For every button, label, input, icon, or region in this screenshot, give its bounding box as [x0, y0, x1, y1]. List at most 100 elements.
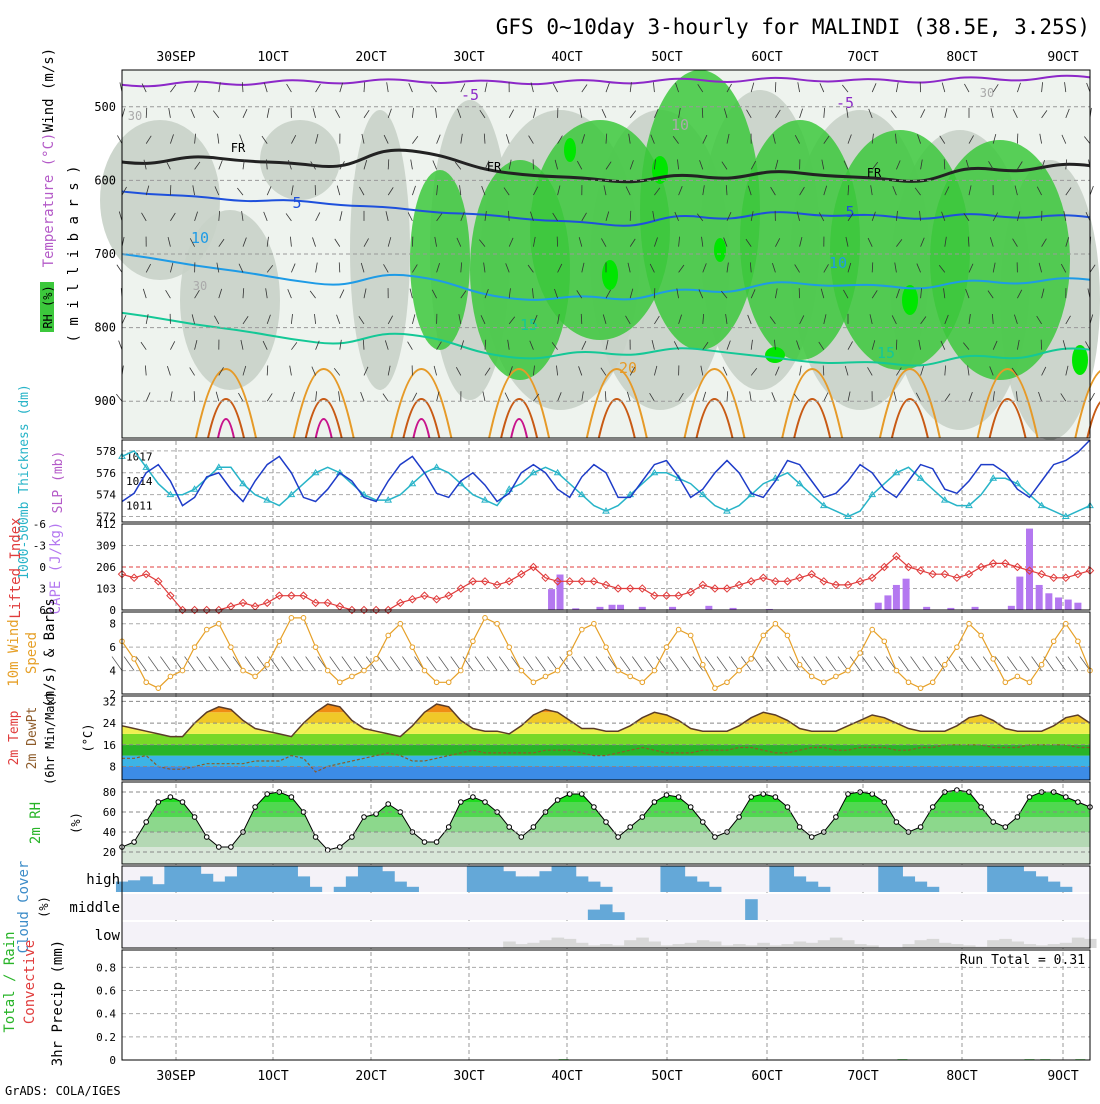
cloud-bar: [794, 876, 807, 892]
rh-marker: [664, 793, 669, 798]
rh-bright-region: [564, 138, 576, 162]
cloud-bar: [515, 876, 528, 892]
wind10-marker: [701, 662, 706, 667]
lifted-ylabel: Lifted Index: [8, 517, 24, 618]
cloud-bar: [346, 876, 359, 892]
contour-label: 10: [829, 254, 847, 272]
cloud-bar: [406, 887, 419, 892]
chart-title: GFS 0~10day 3-hourly for MALINDI (38.5E,…: [496, 15, 1090, 39]
cloud-bar: [358, 866, 371, 892]
bottom-day-label: 9OCT: [1047, 1069, 1078, 1084]
cloud-bar: [1011, 866, 1024, 892]
wind10-marker: [422, 668, 427, 673]
wind10-marker: [809, 674, 814, 679]
rh-marker: [918, 825, 923, 830]
cloud-bar: [999, 866, 1012, 892]
bottom-day-label: 8OCT: [946, 1069, 977, 1084]
temp-band: [122, 734, 1090, 745]
rh-tick-label: 60: [103, 806, 116, 819]
wind10-marker: [906, 680, 911, 685]
pressure-tick-label: 500: [94, 100, 116, 114]
temp-tick-label: 24: [103, 717, 117, 730]
rh-label: RH (%): [41, 285, 55, 328]
rh-marker: [338, 845, 343, 850]
thickness-tick-label: 574: [96, 489, 116, 502]
contour-label: 5: [292, 194, 301, 212]
wind10-marker: [229, 645, 234, 650]
wind10-marker: [955, 645, 960, 650]
wind10-marker: [217, 621, 222, 626]
wind10-marker: [313, 645, 318, 650]
cloud-bar: [394, 882, 407, 892]
thickness-tick-label: 578: [96, 445, 116, 458]
rh-marker: [422, 840, 427, 845]
wind10-marker: [640, 680, 645, 685]
rh-bright-region: [602, 260, 618, 290]
cape-bar: [1045, 593, 1052, 610]
lifted-tick-label: 3: [39, 583, 46, 596]
wind-barb: [267, 365, 268, 375]
bottom-day-label: 1OCT: [257, 1069, 288, 1084]
cloud-bar: [176, 866, 189, 892]
rh-marker: [471, 795, 476, 800]
top-day-label: 6OCT: [751, 50, 782, 65]
upper-air-ylabel: ( m i l l i b a r s ): [66, 165, 82, 342]
rh-marker: [749, 795, 754, 800]
wind-barb: [823, 365, 824, 375]
cape-tick-label: 0: [109, 604, 116, 617]
wind10-marker: [277, 639, 282, 644]
contour-label: -5: [461, 86, 479, 104]
wind-label: Wind (m/s): [41, 48, 57, 132]
wind10-marker: [773, 621, 778, 626]
wind10-marker: [398, 621, 403, 626]
temp-tick-label: 32: [103, 695, 116, 708]
cloud-bar: [467, 866, 480, 892]
rh-marker: [531, 825, 536, 830]
top-day-label: 3OCT: [453, 50, 484, 65]
cloud-layer-label: middle: [69, 900, 120, 916]
rh-tick-label: 40: [103, 826, 116, 839]
top-day-label: 30SEP: [156, 50, 195, 65]
cloud-bar: [297, 876, 310, 892]
rh-marker: [253, 805, 258, 810]
precip-tick-label: 0.4: [96, 1008, 116, 1021]
wind10-marker: [616, 668, 621, 673]
wind10-marker: [785, 633, 790, 638]
rh-tick-label: 20: [103, 846, 116, 859]
cape-bar: [903, 579, 910, 610]
pressure-tick-label: 700: [94, 247, 116, 261]
rh-marker: [507, 825, 512, 830]
minmax-ylabel: (6hr Min/Max): [43, 691, 57, 785]
cloud-bar: [588, 882, 601, 892]
cloud-bar: [576, 876, 589, 892]
wind10-marker: [725, 680, 730, 685]
wind10-marker: [253, 674, 258, 679]
cape-bar: [875, 603, 882, 610]
wind-barb: [702, 108, 703, 118]
rh-tick-label: 80: [103, 786, 116, 799]
cloud-bar: [709, 887, 722, 892]
cloud-bar: [479, 866, 492, 892]
cloud-bar: [552, 866, 565, 892]
wind10-marker: [410, 645, 415, 650]
bottom-day-label: 6OCT: [751, 1069, 782, 1084]
wind-tick-label: 8: [109, 618, 116, 631]
rh-marker: [628, 825, 633, 830]
rh-marker: [652, 800, 657, 805]
cape-bar: [884, 595, 891, 610]
pressure-tick-label: 900: [94, 394, 116, 408]
rh-marker: [132, 840, 137, 845]
wind-barb: [944, 159, 945, 169]
wind10-marker: [555, 668, 560, 673]
wind10-marker: [156, 686, 161, 691]
wind10-marker: [301, 616, 306, 621]
wind10-marker: [664, 645, 669, 650]
bottom-day-label: 4OCT: [551, 1069, 582, 1084]
wind10-marker: [567, 651, 572, 656]
wind10-marker: [374, 657, 379, 662]
cloud-bar: [527, 876, 540, 892]
rh-marker: [737, 815, 742, 820]
wind10-marker: [713, 686, 718, 691]
cape-tick-label: 412: [96, 518, 116, 531]
